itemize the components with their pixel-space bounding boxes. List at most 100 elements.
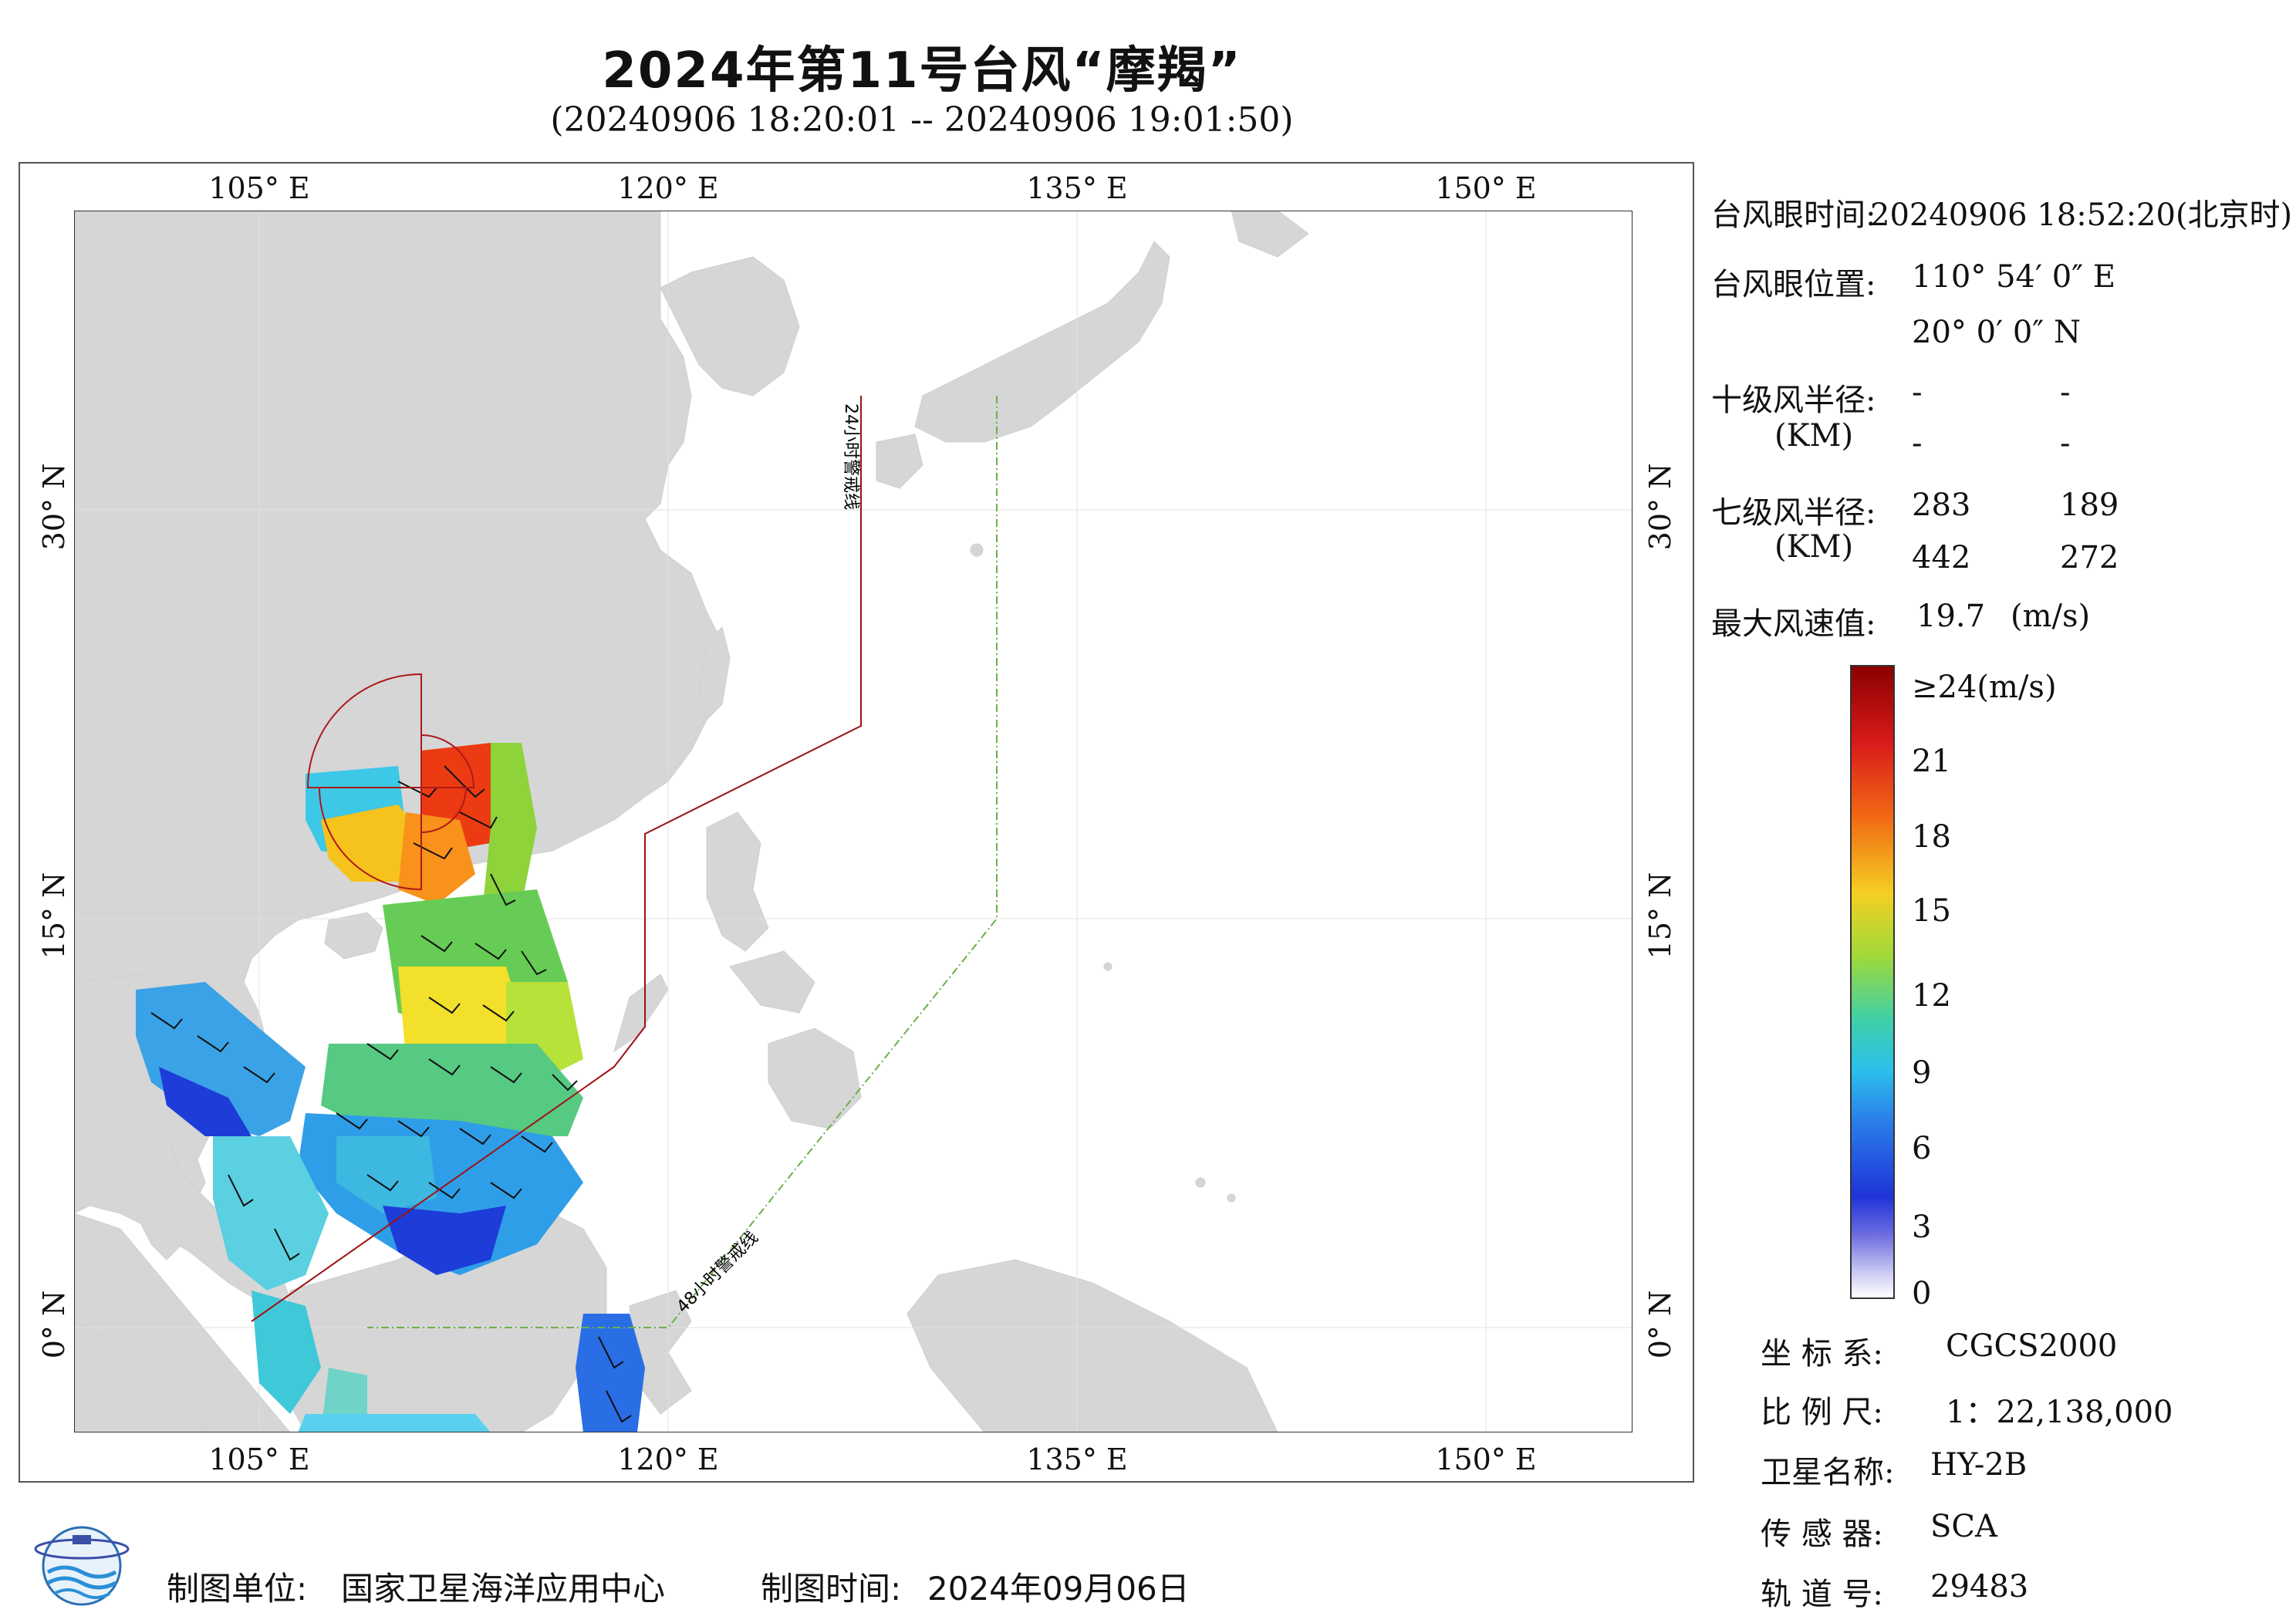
wind-barb <box>150 1012 183 1030</box>
land-island <box>1227 1193 1236 1203</box>
wind-barb <box>336 1112 368 1130</box>
max-wind-value: 19.7 <box>1916 599 1986 634</box>
wind-barb <box>197 1035 229 1053</box>
land-island <box>1103 962 1113 971</box>
graticule <box>74 211 1633 1432</box>
warning-line-24h <box>251 396 862 1322</box>
r10-value: - <box>1912 375 1923 410</box>
producer-value: 国家卫星海洋应用中心 <box>341 1570 666 1608</box>
satellite-value: HY-2B <box>1930 1447 2028 1483</box>
crs-label: 坐 标 系: <box>1761 1336 1883 1372</box>
wind-barb <box>521 950 547 976</box>
r10-value: - <box>2060 375 2071 410</box>
land-new-guinea <box>907 1259 1278 1432</box>
colorbar-label: 21 <box>1912 744 1951 779</box>
lon-tick-top: 105° E <box>208 171 310 205</box>
wind-radius-arc <box>318 787 422 891</box>
colorbar-label: ≥24(m/s) <box>1912 670 2057 705</box>
land-korea <box>660 256 800 396</box>
land-luzon <box>706 812 769 952</box>
eye-position-label: 台风眼位置: <box>1711 267 1876 302</box>
wind-radius-arc <box>420 734 475 788</box>
wind-barb <box>490 873 516 906</box>
land-mindanao <box>768 1027 862 1129</box>
wind-barb <box>444 765 485 798</box>
wind-radius-7 <box>306 673 475 891</box>
producer-label: 制图单位: <box>167 1570 308 1608</box>
crs-value: CGCS2000 <box>1946 1328 2118 1364</box>
wind-barb <box>606 1390 632 1423</box>
wind-barb <box>459 1128 491 1146</box>
eye-time-label: 台风眼时间: <box>1711 197 1876 233</box>
r7-value: 189 <box>2060 488 2119 523</box>
lon-tick-bottom: 150° E <box>1435 1442 1537 1476</box>
max-wind-unit: (m/s) <box>2011 599 2091 634</box>
wind-cell <box>483 743 537 905</box>
wind-barb <box>397 781 437 798</box>
wind-barb <box>243 1066 275 1084</box>
nsoas-logo-icon <box>34 1526 130 1606</box>
lat-tick-left: 30° N <box>37 463 71 551</box>
colorbar <box>1850 665 1895 1299</box>
lon-tick-bottom: 105° E <box>208 1442 310 1476</box>
eye-latitude: 20° 0′ 0″ N <box>1912 315 2081 350</box>
wind-barb <box>228 1174 254 1207</box>
wind-barb <box>490 1182 522 1200</box>
sensor-label: 传 感 器: <box>1761 1517 1883 1552</box>
colorbar-label: 3 <box>1912 1210 1932 1245</box>
wind-barb <box>420 935 453 953</box>
date-value: 2024年09月06日 <box>927 1570 1190 1608</box>
time-range-subtitle: (20240906 18:20:01 -- 20240906 19:01:50) <box>550 100 1294 140</box>
r10-value: - <box>2060 426 2071 461</box>
orbit-label: 轨 道 号: <box>1761 1577 1883 1612</box>
lon-tick-top: 120° E <box>617 171 719 205</box>
wind-barbs <box>150 765 632 1423</box>
wind-barb <box>598 1336 624 1369</box>
wind-cell <box>213 1136 329 1291</box>
r7-unit: (KM) <box>1774 529 1854 565</box>
land-hainan <box>324 912 383 960</box>
wind-cell <box>576 1314 645 1432</box>
wind-cell <box>398 812 475 905</box>
land-sumatra <box>74 1321 206 1432</box>
wind-swath <box>136 743 645 1432</box>
lat-tick-left: 15° N <box>37 872 71 960</box>
lon-tick-top: 150° E <box>1435 171 1537 205</box>
lat-tick-right: 0° N <box>1643 1290 1677 1359</box>
wind-field-map: 24小时警戒线 48小时警戒线 <box>74 211 1633 1432</box>
wind-barb <box>366 1174 399 1192</box>
wind-barb <box>413 842 453 860</box>
wind-barb <box>274 1228 300 1261</box>
land-palawan <box>613 973 669 1053</box>
wind-cell <box>159 1067 252 1136</box>
land-island <box>1195 1177 1206 1188</box>
r7-value: 272 <box>2060 540 2119 575</box>
lat-tick-right: 30° N <box>1643 463 1677 551</box>
r7-value: 283 <box>1912 488 1971 523</box>
colorbar-label: 9 <box>1912 1055 1932 1091</box>
eye-time-value: 20240906 18:52:20(北京时) <box>1870 197 2293 233</box>
lon-tick-top: 135° E <box>1026 171 1128 205</box>
colorbar-label: 0 <box>1912 1276 1932 1311</box>
wind-barb <box>366 1043 399 1061</box>
orbit-value: 29483 <box>1930 1569 2029 1604</box>
wind-barb <box>521 1135 553 1153</box>
wind-barb <box>428 1182 461 1200</box>
colorbar-label: 12 <box>1912 978 1951 1014</box>
lat-tick-left: 0° N <box>37 1290 71 1359</box>
wind-barb <box>490 1066 522 1084</box>
lon-tick-bottom: 120° E <box>617 1442 719 1476</box>
wind-barb <box>459 812 498 829</box>
wind-radius-arc <box>420 787 468 834</box>
max-wind-label: 最大风速值: <box>1711 606 1876 642</box>
wind-cell <box>336 1136 437 1213</box>
date-label: 制图时间: <box>761 1570 902 1608</box>
land-japan-hokkaido <box>1231 211 1309 258</box>
wind-barb <box>552 1074 578 1092</box>
wind-cell <box>298 1414 491 1432</box>
r10-value: - <box>1912 426 1923 461</box>
wind-radius-arc <box>306 673 422 788</box>
colorbar-label: 15 <box>1912 893 1951 929</box>
r7-label: 七级风半径: <box>1711 495 1876 531</box>
lat-tick-right: 15° N <box>1643 872 1677 960</box>
